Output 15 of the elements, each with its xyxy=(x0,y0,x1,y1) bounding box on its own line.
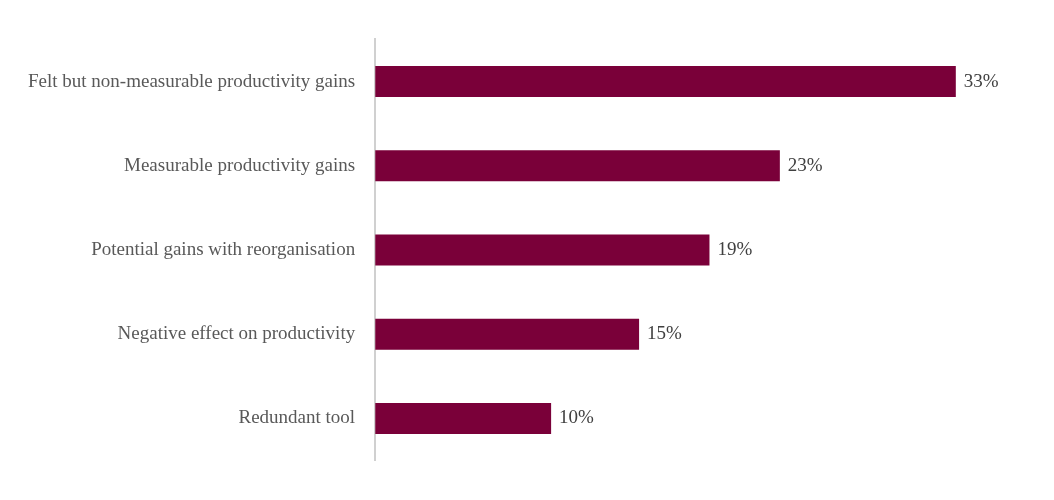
data-label: 15% xyxy=(647,322,683,344)
bar xyxy=(375,402,552,435)
data-label: 23% xyxy=(787,153,823,175)
y-tick-label: Potential gains with reorganisation xyxy=(91,237,356,259)
data-label: 10% xyxy=(559,406,595,428)
data-label: 19% xyxy=(717,237,753,259)
y-tick-label: Redundant tool xyxy=(238,406,356,428)
y-tick-label: Felt but non-measurable productivity gains xyxy=(28,69,356,91)
bar xyxy=(375,150,780,182)
bar xyxy=(375,234,710,266)
bar xyxy=(375,318,640,350)
y-tick-label: Measurable productivity gains xyxy=(124,153,356,175)
bar xyxy=(375,65,956,98)
y-tick-label: Negative effect on productivity xyxy=(117,322,356,344)
data-label: 33% xyxy=(963,69,999,91)
